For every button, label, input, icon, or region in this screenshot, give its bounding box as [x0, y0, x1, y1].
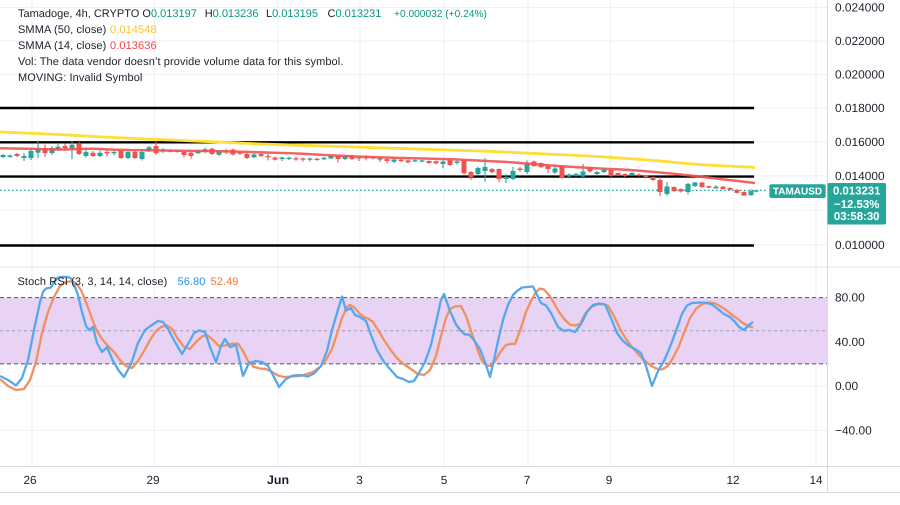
svg-text:80.00: 80.00 — [835, 291, 865, 305]
svg-text:0.013231: 0.013231 — [833, 185, 881, 197]
svg-text:Vol: The data vendor doesn’t p: Vol: The data vendor doesn’t provide vol… — [18, 56, 343, 68]
svg-text:SMMA (50, close)0.014548: SMMA (50, close) 0.014548 — [18, 24, 157, 36]
svg-text:0.010000: 0.010000 — [835, 238, 885, 252]
svg-text:0.022000: 0.022000 — [835, 34, 885, 48]
svg-text:TAMAUSD: TAMAUSD — [773, 187, 822, 198]
svg-text:−40.00: −40.00 — [835, 423, 872, 437]
svg-text:26: 26 — [23, 473, 37, 487]
svg-text:29: 29 — [146, 473, 159, 487]
svg-text:MOVING: Invalid Symbol: MOVING: Invalid Symbol — [18, 72, 142, 84]
svg-text:Jun: Jun — [267, 473, 289, 487]
svg-text:0.020000: 0.020000 — [835, 68, 885, 82]
svg-text:Stoch RSI (3, 3, 14, 14, close: Stoch RSI (3, 3, 14, 14, close) 56.80 52.4… — [18, 276, 239, 288]
svg-text:7: 7 — [524, 473, 531, 487]
svg-text:5: 5 — [441, 473, 448, 487]
svg-text:0.024000: 0.024000 — [835, 1, 885, 15]
svg-text:40.00: 40.00 — [835, 335, 865, 349]
svg-text:0.018000: 0.018000 — [835, 101, 885, 115]
svg-text:03:58:30: 03:58:30 — [834, 211, 880, 223]
svg-text:14: 14 — [809, 473, 823, 487]
svg-text:0.014000: 0.014000 — [835, 169, 885, 183]
svg-text:3: 3 — [356, 473, 363, 487]
svg-text:0.00: 0.00 — [835, 379, 859, 393]
svg-text:12: 12 — [726, 473, 739, 487]
svg-text:9: 9 — [606, 473, 613, 487]
svg-text:0.016000: 0.016000 — [835, 135, 885, 149]
svg-text:−12.53%: −12.53% — [834, 199, 879, 211]
svg-text:SMMA (14, close)0.013636: SMMA (14, close) 0.013636 — [18, 40, 157, 52]
